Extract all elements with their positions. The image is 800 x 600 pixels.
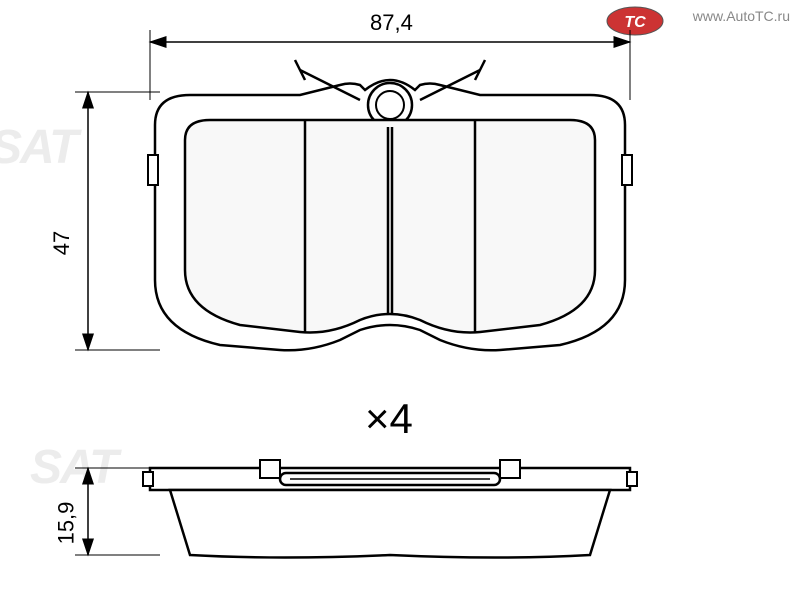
quantity-multiplier: ×4 <box>365 395 413 443</box>
dim-width-label: 87,4 <box>370 10 413 36</box>
technical-drawing <box>0 0 800 600</box>
dim-thickness-label: 15,9 <box>53 502 79 545</box>
dim-height-label: 47 <box>49 231 75 255</box>
